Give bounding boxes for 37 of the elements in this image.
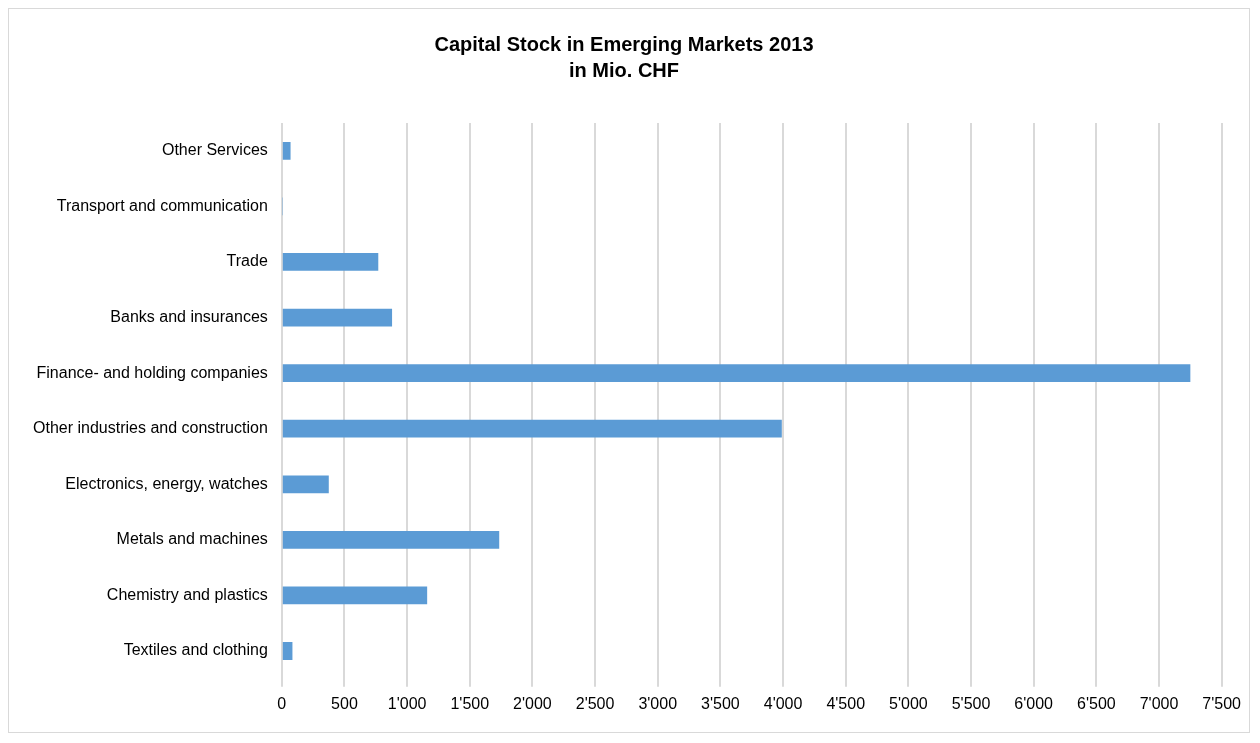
bar xyxy=(282,253,379,271)
x-tick-label: 6'500 xyxy=(1077,694,1116,712)
x-tick-label: 3'000 xyxy=(638,694,678,712)
chart-subtitle: in Mio. CHF xyxy=(569,58,679,81)
y-tick-label: Trade xyxy=(226,252,268,270)
x-tick-label: 2'000 xyxy=(513,694,552,712)
y-tick-label: Textiles and clothing xyxy=(123,641,268,659)
y-tick-label: Banks and insurances xyxy=(110,307,268,325)
x-tick-label: 4'500 xyxy=(826,694,866,712)
x-tick-label: 5'000 xyxy=(889,694,928,712)
x-tick-label: 1'000 xyxy=(387,694,427,712)
y-tick-label: Metals and machines xyxy=(116,530,268,548)
bar xyxy=(282,419,782,438)
x-tick-label: 7'000 xyxy=(1139,694,1179,712)
bar xyxy=(282,141,291,160)
x-tick-label: 500 xyxy=(331,694,358,712)
x-tick-label: 6'000 xyxy=(1014,694,1054,712)
y-tick-label: Other industries and construction xyxy=(32,419,268,437)
y-tick-label: Electronics, energy, watches xyxy=(65,474,268,492)
x-tick-label: 0 xyxy=(277,694,287,712)
y-tick-label: Chemistry and plastics xyxy=(106,585,268,603)
x-tick-label: 7'500 xyxy=(1202,694,1242,712)
chart-title: Capital Stock in Emerging Markets 2013 xyxy=(434,32,814,55)
bar xyxy=(282,308,393,327)
bar xyxy=(282,586,428,605)
bar xyxy=(282,530,500,549)
x-tick-label: 4'000 xyxy=(763,694,803,712)
x-tick-label: 1'500 xyxy=(450,694,490,712)
bar xyxy=(282,364,1191,382)
x-tick-label: 5'500 xyxy=(951,694,991,712)
y-tick-label: Finance- and holding companies xyxy=(36,363,268,381)
x-tick-label: 3'500 xyxy=(701,694,740,712)
x-tick-label: 2'500 xyxy=(575,694,615,712)
bar xyxy=(282,642,293,660)
y-tick-label: Transport and communication xyxy=(56,196,268,214)
bar xyxy=(282,475,329,494)
y-tick-label: Other Services xyxy=(161,141,268,159)
